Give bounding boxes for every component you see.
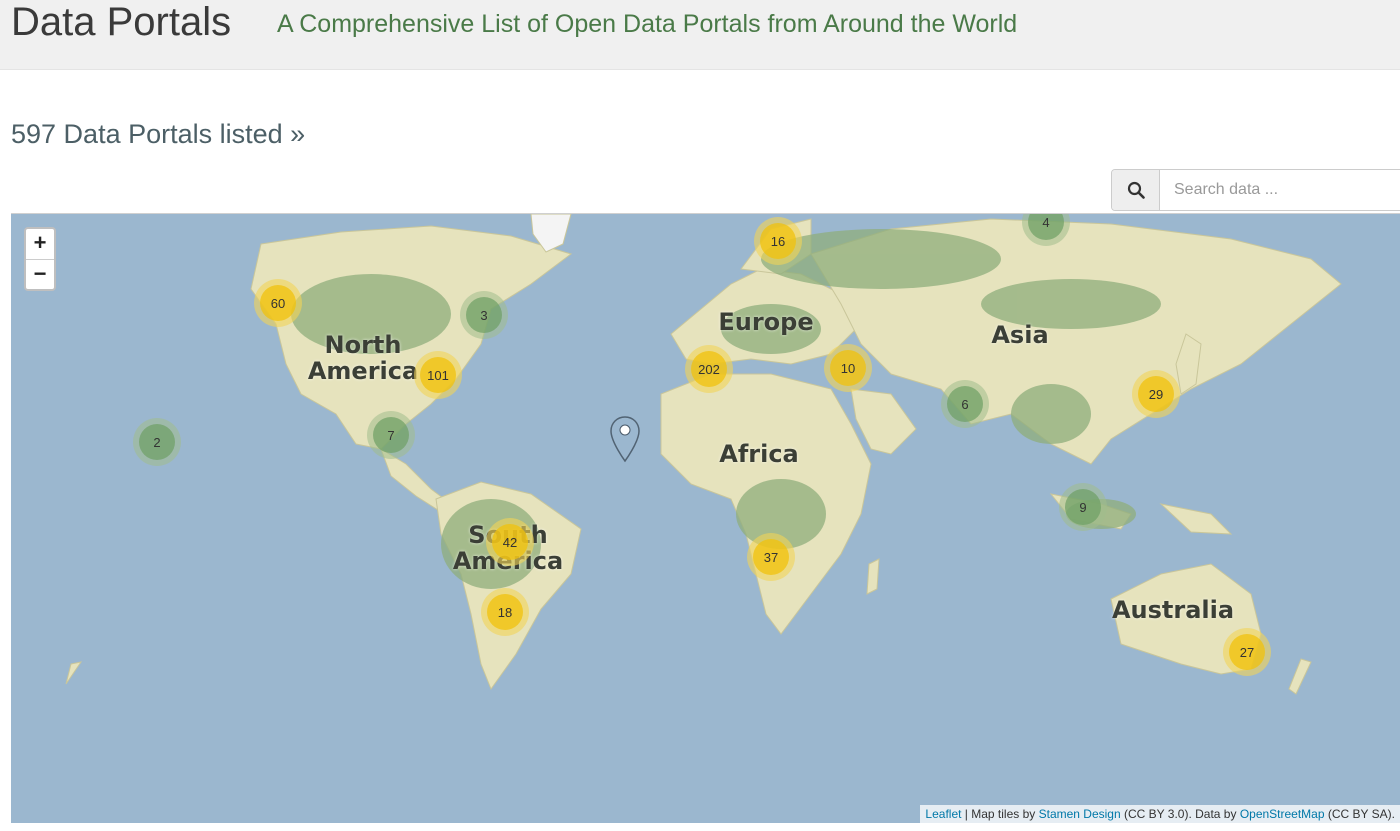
cluster-count: 101	[420, 357, 456, 393]
cluster-marker[interactable]: 60	[254, 279, 302, 327]
cluster-marker[interactable]: 9	[1059, 483, 1107, 531]
cluster-count: 27	[1229, 634, 1265, 670]
cluster-count: 60	[260, 285, 296, 321]
cluster-count: 4	[1028, 214, 1064, 240]
cluster-marker[interactable]: 10	[824, 344, 872, 392]
cluster-marker[interactable]: 202	[685, 345, 733, 393]
map-attribution: Leaflet | Map tiles by Stamen Design (CC…	[920, 805, 1400, 823]
map-pin-icon[interactable]	[609, 415, 641, 463]
cluster-marker[interactable]: 29	[1132, 370, 1180, 418]
cluster-count: 16	[760, 223, 796, 259]
cluster-marker[interactable]: 18	[481, 588, 529, 636]
cluster-marker[interactable]: 27	[1223, 628, 1271, 676]
cluster-marker[interactable]: 3	[460, 291, 508, 339]
cluster-count: 7	[373, 417, 409, 453]
cluster-count: 37	[753, 539, 789, 575]
cluster-marker[interactable]: 101	[414, 351, 462, 399]
zoom-out-button[interactable]: −	[26, 259, 54, 289]
attribution-text: (CC BY 3.0). Data by	[1120, 807, 1240, 821]
cluster-count: 29	[1138, 376, 1174, 412]
cluster-count: 9	[1065, 489, 1101, 525]
stamen-link[interactable]: Stamen Design	[1038, 807, 1121, 821]
cluster-marker[interactable]: 6	[941, 380, 989, 428]
cluster-count: 18	[487, 594, 523, 630]
cluster-marker[interactable]: 37	[747, 533, 795, 581]
cluster-marker[interactable]: 7	[367, 411, 415, 459]
cluster-count: 2	[139, 424, 175, 460]
cluster-marker[interactable]: 2	[133, 418, 181, 466]
cluster-marker[interactable]: 16	[754, 217, 802, 265]
cluster-count: 10	[830, 350, 866, 386]
search-icon	[1127, 181, 1145, 199]
osm-link[interactable]: OpenStreetMap	[1239, 807, 1325, 821]
cluster-count: 6	[947, 386, 983, 422]
zoom-control: + −	[24, 227, 56, 291]
attribution-text: (CC BY SA).	[1324, 807, 1395, 821]
search-bar	[1111, 169, 1400, 211]
search-button[interactable]	[1112, 170, 1160, 210]
cluster-count: 42	[492, 524, 528, 560]
cluster-marker[interactable]: 42	[486, 518, 534, 566]
site-title[interactable]: Data Portals	[11, 0, 232, 44]
search-input[interactable]	[1160, 170, 1400, 210]
cluster-count: 202	[691, 351, 727, 387]
zoom-in-button[interactable]: +	[33, 230, 47, 255]
attribution-text: | Map tiles by	[961, 807, 1039, 821]
portal-count-link[interactable]: 597 Data Portals listed »	[11, 119, 306, 149]
site-tagline: A Comprehensive List of Open Data Portal…	[277, 10, 1018, 38]
cluster-count: 3	[466, 297, 502, 333]
site-header: Data Portals A Comprehensive List of Ope…	[0, 0, 1400, 70]
leaflet-link[interactable]: Leaflet	[925, 807, 962, 821]
world-map[interactable]: + − North America Europe Asia Africa Sou…	[11, 213, 1400, 823]
map-land-layer	[65, 214, 1342, 695]
